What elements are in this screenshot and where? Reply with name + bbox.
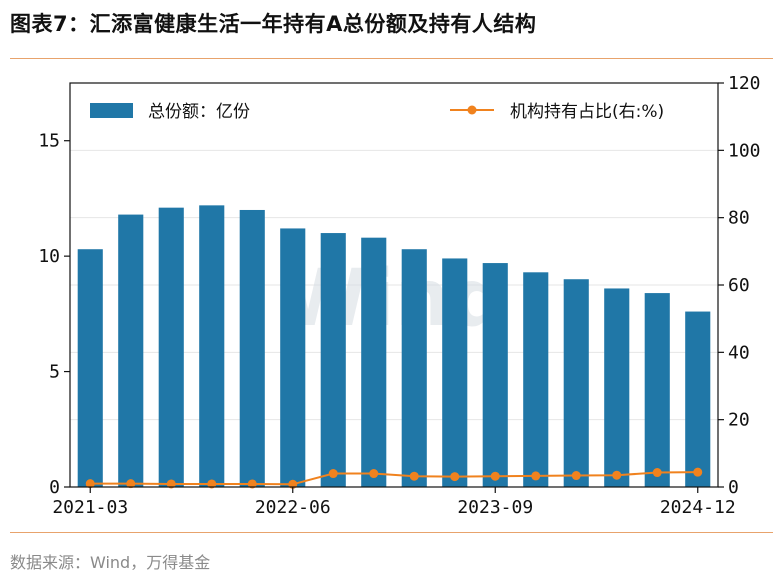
y-left-tick-label: 15: [38, 131, 60, 152]
y-right-tick-label: 40: [728, 342, 750, 363]
line-point: [126, 479, 136, 489]
line-point: [531, 471, 541, 481]
y-left-tick-label: 10: [38, 246, 60, 267]
watermark: Wind: [282, 254, 506, 344]
bar: [280, 228, 306, 487]
bar: [361, 237, 387, 487]
y-right-tick-label: 0: [728, 477, 739, 498]
bar: [685, 311, 711, 487]
bar: [158, 207, 184, 488]
line-point: [450, 472, 460, 482]
bar: [523, 272, 549, 487]
bar: [482, 263, 508, 487]
chart: Wind 0 5 10 15 0 20 40 60 80 100 120 2021-03 2022-06 2…: [38, 73, 761, 518]
bar: [239, 209, 265, 487]
y-right-tick-label: 100: [728, 140, 761, 161]
footer-divider: [10, 532, 773, 533]
bar: [118, 214, 144, 488]
line-point: [207, 479, 217, 489]
bar: [563, 279, 589, 487]
legend-bar-swatch: [90, 103, 133, 118]
title-divider: [10, 58, 773, 59]
legend-line-label: 机构持有占比(右:%): [510, 102, 664, 122]
source-note: 数据来源：Wind，万得基金: [10, 553, 211, 572]
bar: [401, 249, 427, 487]
line-point: [612, 470, 622, 480]
x-tick-label: 2024-12: [660, 497, 736, 518]
line-point: [571, 471, 581, 481]
line-point: [409, 471, 419, 481]
x-tick-label: 2022-06: [255, 497, 331, 518]
y-left-tick-label: 0: [49, 477, 60, 498]
y-right-tick-label: 80: [728, 208, 750, 229]
y-right-tick-label: 20: [728, 410, 750, 431]
bar: [442, 258, 468, 487]
line-point: [652, 468, 662, 478]
line-point: [328, 469, 338, 479]
line-point: [490, 471, 500, 481]
x-tick-label: 2023-09: [457, 497, 533, 518]
chart-title: 图表7：汇添富健康生活一年持有A总份额及持有人结构: [10, 12, 537, 36]
bar: [644, 293, 670, 487]
bar: [320, 233, 346, 487]
line-point: [166, 479, 176, 489]
y-right-tick-label: 60: [728, 275, 750, 296]
series-line: [90, 471, 698, 486]
line-point: [247, 479, 257, 489]
legend-bar-label: 总份额：亿份: [148, 102, 250, 122]
line-point: [693, 467, 703, 477]
y-right-tick-label: 120: [728, 73, 761, 94]
bar: [199, 205, 225, 487]
x-tick-label: 2021-03: [52, 497, 128, 518]
y-left-tick-label: 5: [49, 362, 60, 383]
line-point: [85, 479, 95, 489]
legend-line-marker: [467, 105, 477, 115]
bar: [77, 249, 103, 487]
bar: [604, 288, 630, 487]
line-point: [369, 469, 379, 479]
